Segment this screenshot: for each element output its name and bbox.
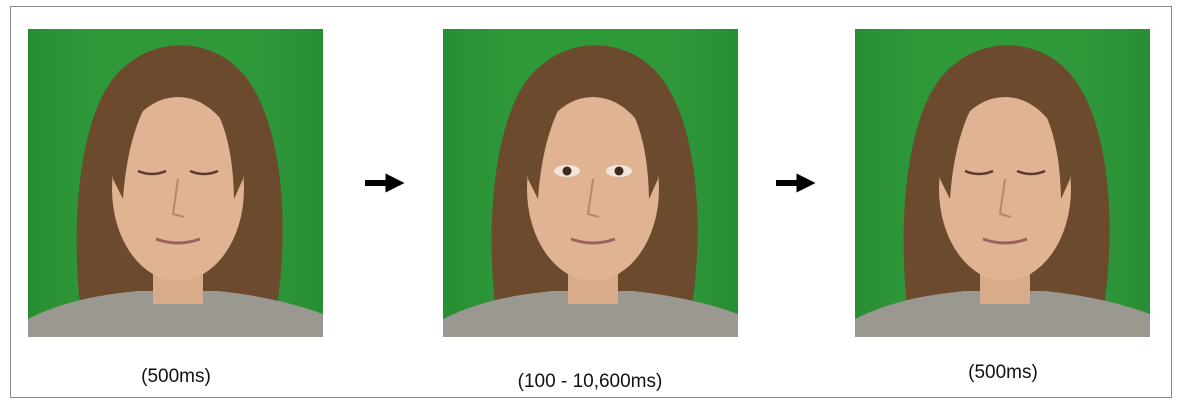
face-image <box>28 29 323 337</box>
face-image <box>855 29 1150 337</box>
frame <box>10 6 1172 398</box>
duration-label: (500ms) <box>968 362 1038 383</box>
duration-label: (100 - 10,600ms) <box>518 371 663 392</box>
face-image <box>443 29 738 337</box>
duration-label: (500ms) <box>141 366 211 387</box>
